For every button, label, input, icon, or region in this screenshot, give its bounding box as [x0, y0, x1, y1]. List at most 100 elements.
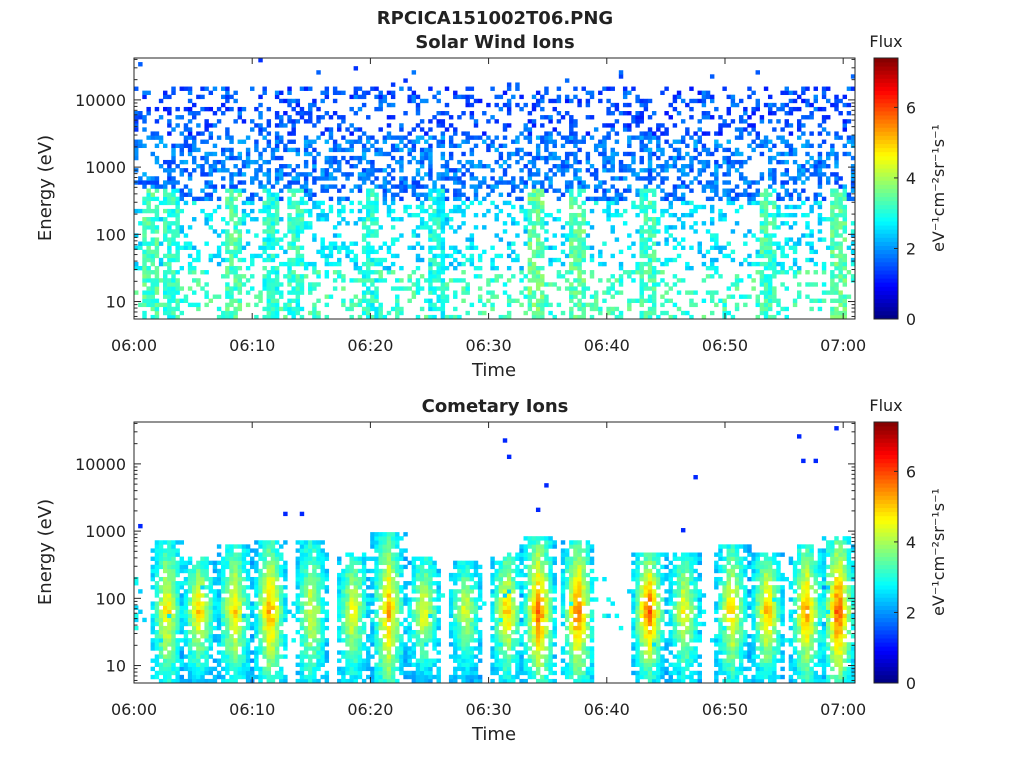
heatmap-cell [250, 650, 255, 655]
heatmap-cell [772, 217, 777, 222]
heatmap-cell [312, 237, 317, 242]
heatmap-cell [801, 168, 806, 173]
heatmap-cell [598, 90, 603, 96]
heatmap-cell [680, 192, 686, 197]
heatmap-cell [846, 102, 852, 108]
heatmap-cell [419, 176, 425, 181]
heatmap-cell [834, 102, 839, 108]
heatmap-cell [668, 102, 673, 108]
heatmap-cell [183, 123, 189, 128]
heatmap-cell [196, 613, 201, 619]
heatmap-cell [142, 241, 147, 246]
heatmap-cell [573, 314, 578, 320]
heatmap-cell [274, 217, 280, 222]
heatmap-cell [241, 180, 247, 185]
heatmap-cell [361, 225, 367, 230]
heatmap-cell [825, 98, 831, 104]
heatmap-cell [382, 314, 388, 320]
spectrogram-solar-wind: 06:00 06:10 06:20 06:30 06:40 06:50 07:0010100… [75, 57, 866, 355]
heatmap-cell [473, 245, 479, 250]
heatmap-cell [469, 135, 475, 140]
heatmap-cell [316, 217, 321, 222]
heatmap-cell [171, 552, 176, 557]
heatmap-cell [415, 204, 421, 210]
heatmap-cell [216, 605, 222, 610]
heatmap-cell [469, 115, 475, 120]
heatmap-cell [316, 176, 321, 181]
heatmap-cell [328, 204, 334, 210]
heatmap-cell [647, 286, 653, 291]
heatmap-cell [254, 147, 259, 153]
heatmap-cell [287, 164, 292, 169]
heatmap-cell [171, 188, 176, 193]
heatmap-cell [308, 172, 313, 177]
heatmap-cell [573, 286, 578, 291]
heatmap-cell [341, 115, 346, 120]
heatmap-cell [216, 233, 222, 238]
heatmap-cell [279, 135, 284, 140]
heatmap-cell [208, 625, 214, 631]
heatmap-cell [540, 290, 545, 295]
heatmap-cell [457, 196, 462, 202]
heatmap-cell [154, 180, 160, 185]
heatmap-cell [411, 282, 417, 287]
heatmap-cell [838, 200, 843, 206]
heatmap-cell [187, 270, 193, 275]
heatmap-cell [780, 306, 785, 312]
heatmap-cell [676, 90, 682, 96]
heatmap-cell [639, 131, 644, 136]
heatmap-cell [204, 662, 209, 667]
heatmap-cell [614, 139, 620, 144]
heatmap-cell [689, 159, 694, 165]
heatmap-cell [548, 180, 553, 185]
heatmap-cell [370, 204, 375, 210]
heatmap-cell [303, 139, 309, 144]
heatmap-cell [308, 212, 313, 218]
heatmap-cell [158, 540, 164, 545]
heatmap-cell [436, 270, 441, 275]
heatmap-cell [150, 225, 156, 230]
heatmap-cell [221, 560, 226, 566]
heatmap-cell [208, 253, 214, 259]
heatmap-cell [262, 208, 267, 214]
heatmap-cell [772, 176, 777, 181]
heatmap-cell [755, 135, 760, 140]
heatmap-cell [685, 290, 690, 295]
heatmap-cell [506, 102, 512, 108]
heatmap-cell [187, 172, 193, 177]
heatmap-cell [163, 196, 168, 202]
heatmap-cell [643, 147, 649, 153]
heatmap-cell [772, 298, 777, 303]
heatmap-cell [216, 294, 222, 299]
heatmap-cell [722, 253, 727, 259]
heatmap-cell [192, 621, 197, 627]
heatmap-cell [171, 605, 176, 610]
heatmap-cell [540, 98, 545, 104]
heatmap-cell [374, 176, 379, 181]
heatmap-cell [158, 184, 164, 189]
heatmap-cell [241, 666, 247, 672]
heatmap-cell [332, 176, 338, 181]
heatmap-cell [585, 98, 591, 104]
heatmap-cell [506, 245, 512, 250]
heatmap-cell [390, 286, 396, 291]
heatmap-cell [494, 102, 499, 108]
heatmap-cell [805, 221, 810, 226]
heatmap-cell [370, 245, 375, 250]
heatmap-cell [747, 196, 752, 202]
heatmap-cell [647, 245, 653, 250]
heatmap-cell [647, 306, 653, 312]
heatmap-cell [134, 111, 139, 116]
heatmap-cell [602, 147, 607, 153]
heatmap-cell [138, 589, 143, 594]
heatmap-cell [693, 147, 698, 153]
heatmap-cell [150, 613, 156, 619]
heatmap-cell [167, 261, 172, 267]
heatmap-cell [332, 233, 338, 238]
heatmap-cell [245, 548, 251, 553]
heatmap-cell [262, 605, 267, 610]
heatmap-cell [457, 180, 462, 185]
heatmap-cell [767, 265, 773, 271]
heatmap-cell [378, 261, 383, 267]
colorbar-swatch [874, 192, 898, 198]
